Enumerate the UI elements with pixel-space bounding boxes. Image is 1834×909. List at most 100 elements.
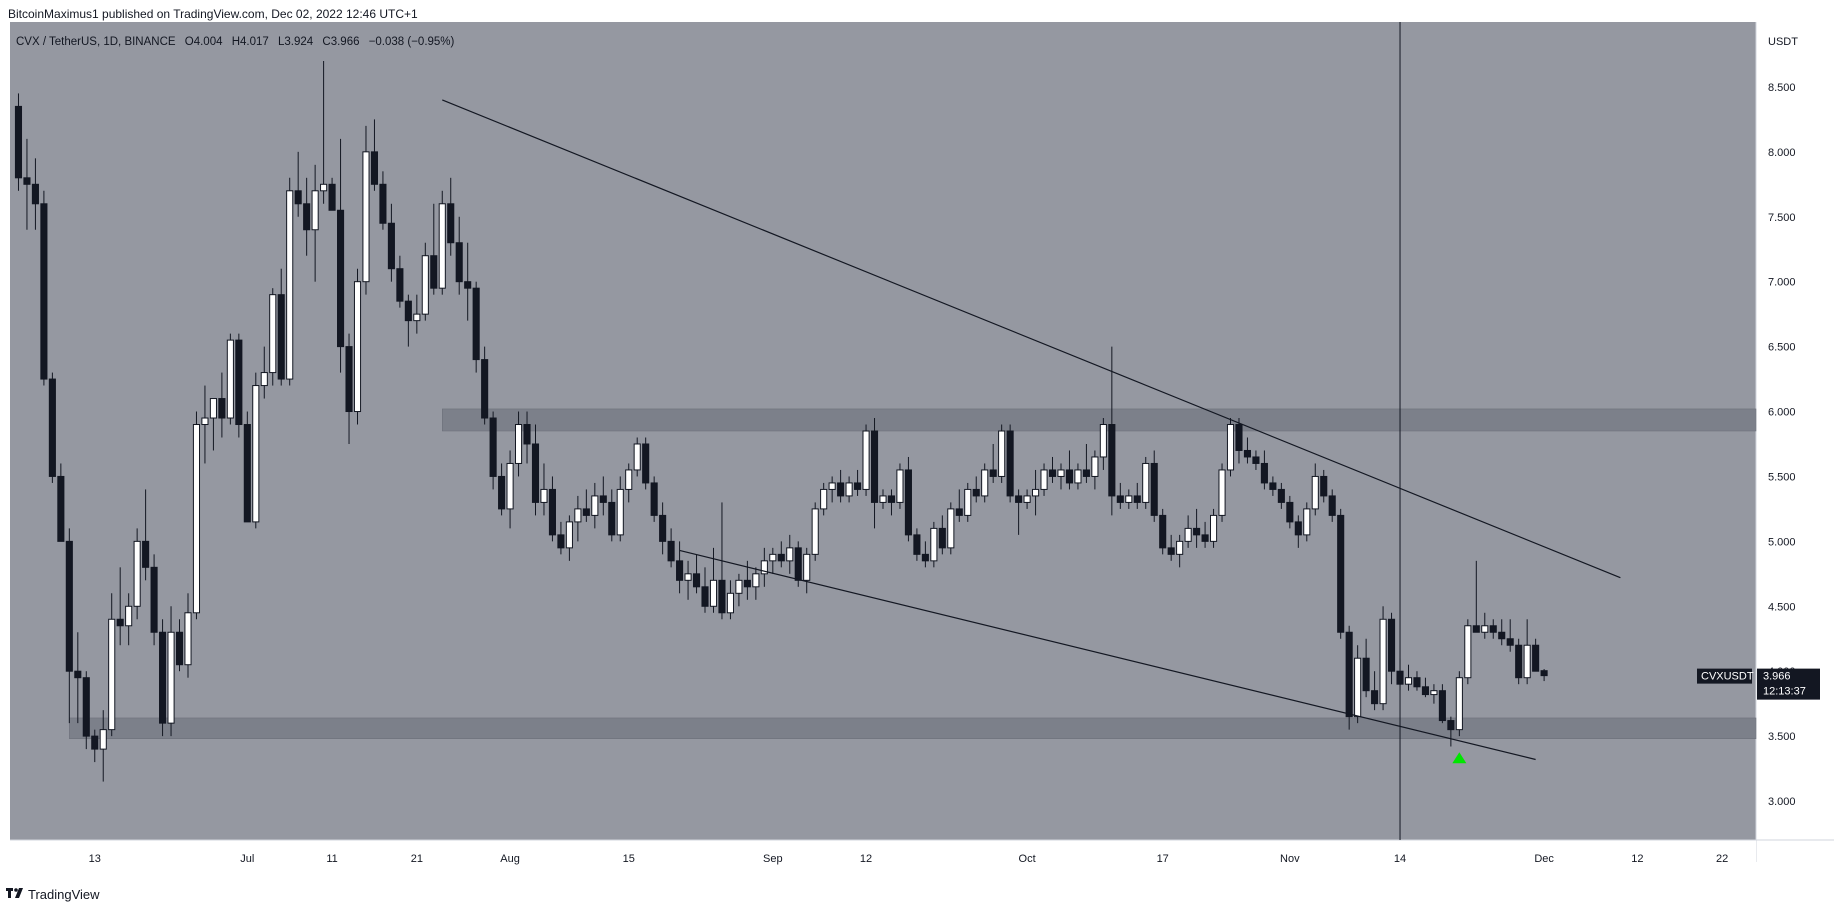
price-tick-label: 7.500 bbox=[1768, 212, 1796, 224]
legend-close-value: 3.966 bbox=[331, 36, 360, 48]
candle bbox=[74, 670, 82, 679]
candle bbox=[1167, 547, 1175, 555]
candle bbox=[1065, 469, 1074, 484]
candle bbox=[320, 183, 328, 192]
candle bbox=[964, 488, 972, 516]
candle bbox=[1082, 469, 1090, 477]
candle bbox=[735, 579, 743, 594]
legend-high-label: H bbox=[232, 36, 240, 48]
candle bbox=[879, 495, 887, 503]
candle bbox=[48, 378, 56, 477]
candle bbox=[1286, 501, 1294, 523]
price-tick-label: 3.000 bbox=[1768, 796, 1796, 808]
support-resistance-zones bbox=[69, 408, 1757, 739]
candle bbox=[913, 534, 921, 555]
candle bbox=[659, 514, 667, 542]
candle bbox=[1404, 677, 1413, 685]
candle bbox=[904, 469, 912, 536]
candle bbox=[616, 488, 624, 536]
tradingview-logo-icon bbox=[6, 887, 24, 902]
candle bbox=[845, 482, 853, 497]
candle bbox=[1159, 514, 1167, 549]
countdown-timer: 12:13:37 bbox=[1763, 686, 1806, 698]
candle bbox=[294, 190, 302, 205]
time-tick-label: 17 bbox=[1157, 853, 1169, 865]
time-tick-label: 21 bbox=[411, 853, 423, 865]
candle bbox=[938, 527, 946, 549]
candle bbox=[1184, 527, 1192, 542]
price-axis[interactable] bbox=[1756, 22, 1834, 840]
candle bbox=[1532, 644, 1540, 672]
candle bbox=[1320, 475, 1328, 497]
candle bbox=[116, 618, 124, 627]
candle bbox=[667, 540, 675, 562]
symbol-tag-bg bbox=[1697, 668, 1752, 684]
time-tick-label: Jul bbox=[240, 853, 254, 865]
candle bbox=[820, 488, 828, 510]
legend-change: −0.038 (−0.95%) bbox=[369, 36, 455, 48]
last-price-label: CVXUSDT 3.966 12:13:37 bbox=[1697, 668, 1820, 700]
candle bbox=[625, 469, 633, 490]
candle bbox=[743, 579, 751, 588]
price-tick-label: 4.500 bbox=[1768, 601, 1796, 613]
legend-low-value: 3.924 bbox=[284, 36, 313, 48]
candle bbox=[1387, 618, 1396, 672]
legend-close-label: C bbox=[322, 36, 330, 48]
candle bbox=[862, 430, 870, 490]
candle bbox=[1294, 521, 1302, 536]
candle bbox=[362, 151, 370, 283]
candle bbox=[303, 203, 311, 231]
symbol-tag: CVXUSDT bbox=[1701, 671, 1754, 683]
candle bbox=[1472, 625, 1480, 633]
price-tick-label: 5.500 bbox=[1768, 471, 1796, 483]
candle bbox=[1015, 495, 1023, 503]
candle bbox=[1116, 495, 1124, 503]
candle bbox=[387, 222, 395, 270]
candle bbox=[142, 540, 150, 568]
zone-0 bbox=[442, 408, 1757, 432]
candle bbox=[786, 547, 794, 562]
candle bbox=[65, 540, 73, 672]
candle bbox=[718, 579, 726, 614]
candle bbox=[1430, 690, 1438, 696]
candle bbox=[252, 385, 260, 523]
time-tick-label: 13 bbox=[89, 853, 101, 865]
candle bbox=[896, 469, 904, 503]
time-tick-label: 15 bbox=[623, 853, 635, 865]
candle bbox=[701, 586, 709, 607]
candle bbox=[1362, 657, 1370, 692]
candle bbox=[1498, 631, 1506, 640]
candle bbox=[1260, 462, 1268, 484]
candle bbox=[1235, 424, 1243, 451]
candle bbox=[472, 287, 480, 361]
publish-bar: BitcoinMaximus1 published on TradingView… bbox=[0, 0, 1834, 26]
candle bbox=[514, 424, 523, 464]
time-tick-label: 11 bbox=[326, 853, 337, 865]
candle bbox=[1057, 469, 1065, 477]
candle bbox=[1481, 625, 1489, 633]
candle bbox=[1023, 495, 1031, 503]
candle bbox=[1091, 456, 1099, 477]
candle bbox=[1150, 462, 1158, 516]
candle bbox=[1337, 514, 1345, 633]
candle bbox=[455, 242, 463, 283]
candle bbox=[608, 501, 616, 536]
candle bbox=[1243, 449, 1252, 458]
candle bbox=[955, 508, 963, 516]
candle bbox=[396, 268, 404, 302]
candle bbox=[277, 294, 285, 380]
candle bbox=[1032, 488, 1040, 497]
candle bbox=[82, 677, 90, 737]
time-tick-label: 22 bbox=[1716, 853, 1728, 865]
time-axis[interactable] bbox=[10, 840, 1756, 876]
candle bbox=[692, 573, 701, 588]
time-ticks: 13 Jul 11 21 Aug 15 Sep 12 Oct 17 Nov 14 Dec 12 22 bbox=[89, 853, 1729, 865]
candle bbox=[481, 359, 489, 419]
candle bbox=[133, 540, 141, 607]
candle bbox=[159, 631, 167, 724]
legend-open-value: 4.004 bbox=[194, 36, 223, 48]
candle bbox=[1438, 690, 1446, 722]
candle bbox=[91, 735, 99, 750]
markers-group bbox=[1452, 752, 1467, 764]
